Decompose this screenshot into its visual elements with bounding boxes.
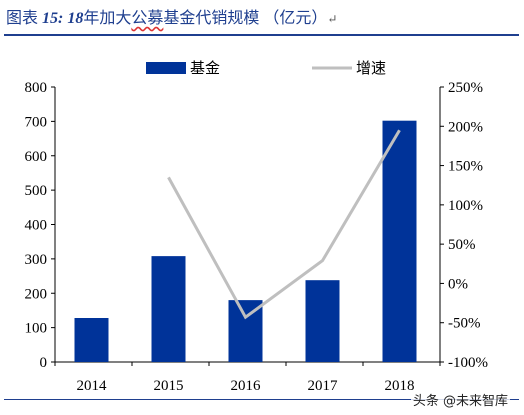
bar-2018 [382,120,417,362]
left-tick-label: 200 [25,286,48,302]
title-text-b: 公募 [131,8,164,27]
left-tick-label: 500 [25,183,48,199]
paragraph-mark: ↵ [327,12,338,26]
right-tick-label: 200% [448,119,483,135]
x-tick-label: 2018 [385,378,415,394]
left-tick-label: 400 [25,218,48,234]
left-tick-label: 0 [40,355,48,371]
left-tick-label: 300 [25,252,48,268]
watermark: 头条 @未来智库 [410,390,510,409]
right-tick-label: 50% [448,237,476,253]
bar-2014 [74,318,109,362]
title-text-a: 年加大 [83,8,132,27]
bar-2017 [305,280,340,362]
bottom-rule [4,399,519,400]
left-tick-label: 600 [25,149,48,165]
right-tick-label: 150% [448,159,483,175]
title-unit: （亿元） [263,8,328,27]
title-year: 18 [67,10,84,27]
left-tick-label: 700 [25,114,48,130]
legend-label-growth: 增速 [356,59,386,77]
figure-number: 15: [42,10,64,27]
legend-label-fund: 基金 [190,59,220,77]
figure-label: 图表 [6,8,39,27]
left-tick-label: 100 [25,321,48,337]
right-tick-label: 250% [448,80,483,96]
legend-swatch-fund [146,62,186,74]
x-tick-label: 2014 [77,378,108,394]
right-tick-label: -100% [448,355,488,371]
bar-2015 [151,256,186,362]
right-tick-label: 100% [448,198,483,214]
right-tick-label: 0% [448,276,468,292]
x-tick-label: 2017 [308,378,339,394]
x-tick-label: 2015 [154,378,184,394]
right-tick-label: -50% [448,316,481,332]
left-tick-label: 800 [25,80,48,96]
x-tick-label: 2016 [231,378,262,394]
title-text-c: 基金代销规模 [163,8,260,27]
title-rule [4,34,519,36]
growth-line [167,129,401,320]
figure-title: 图表 15: 18年加大公募基金代销规模 （亿元）↵ [6,6,337,30]
